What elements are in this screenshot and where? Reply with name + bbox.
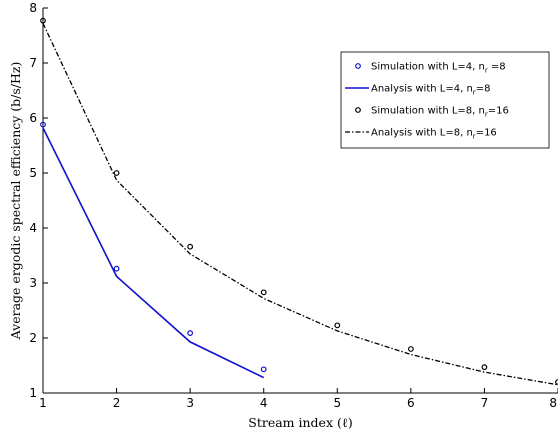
legend-marker [355,63,361,69]
legend-label-tail: =8 [488,62,506,73]
y-tick-label: 5 [29,166,37,180]
y-axis-label: Average ergodic spectral efficiency (b/s… [8,62,23,341]
legend-label-subscript: r [473,89,476,97]
series-3-point [334,322,341,329]
x-tick-label: 5 [333,396,341,410]
series-3-point [481,364,488,371]
legend-label-main: Simulation with L=8, n [371,106,485,117]
legend-label-main: Analysis with L=8, n [371,128,473,139]
x-tick-label: 7 [481,396,489,410]
series-3-point [555,379,558,385]
x-tick-label: 1 [39,396,47,410]
x-axis-label: Stream index (ℓ) [248,415,352,430]
legend-label: Simulation with L=4, nr =8 [371,62,506,75]
legend-label-tail: =16 [476,128,497,139]
legend-box [340,51,550,149]
legend-label-subscript: r [485,67,488,75]
y-tick-label: 8 [29,1,37,15]
legend-label-main: Analysis with L=4, n [371,84,473,95]
series-3-point [40,17,46,24]
y-tick-label: 1 [29,386,37,400]
series-3-point [113,170,120,176]
series-1-point [187,330,194,336]
y-tick-label: 4 [29,221,37,235]
x-tick-label: 6 [407,396,415,410]
x-tick-label: 8 [549,396,557,410]
plot-area [40,17,558,386]
series-4-line [42,23,558,386]
series-3-point [260,289,267,296]
x-tick-label: 2 [113,396,121,410]
y-tick-label: 2 [29,331,37,345]
legend-label: Analysis with L=4, nr=8 [371,84,490,97]
legend-label-main: Simulation with L=4, n [371,62,485,73]
axes: 1 2 3 4 5 6 7 8 1 2 3 4 5 6 7 8 [29,1,558,410]
legend-label-tail: =8 [476,84,491,95]
x-tick-label: 4 [260,396,268,410]
series-1-point [113,265,120,272]
series-1-point [260,366,267,373]
legend-label-tail: =16 [488,106,509,117]
y-tick-label: 3 [29,276,37,290]
series-1-point [40,121,46,128]
y-tick-label: 7 [29,56,37,70]
legend-label: Simulation with L=8, nr=16 [371,106,509,119]
y-tick-label: 6 [29,111,37,125]
series-3-point [407,346,414,352]
series-3-point [187,243,194,250]
x-tick-label: 3 [186,396,194,410]
series-2-line [42,127,265,379]
legend-label: Analysis with L=8, nr=16 [371,128,497,141]
legend-label-subscript: r [485,111,488,119]
legend-label-subscript: r [473,133,476,141]
legend-marker [355,107,361,113]
